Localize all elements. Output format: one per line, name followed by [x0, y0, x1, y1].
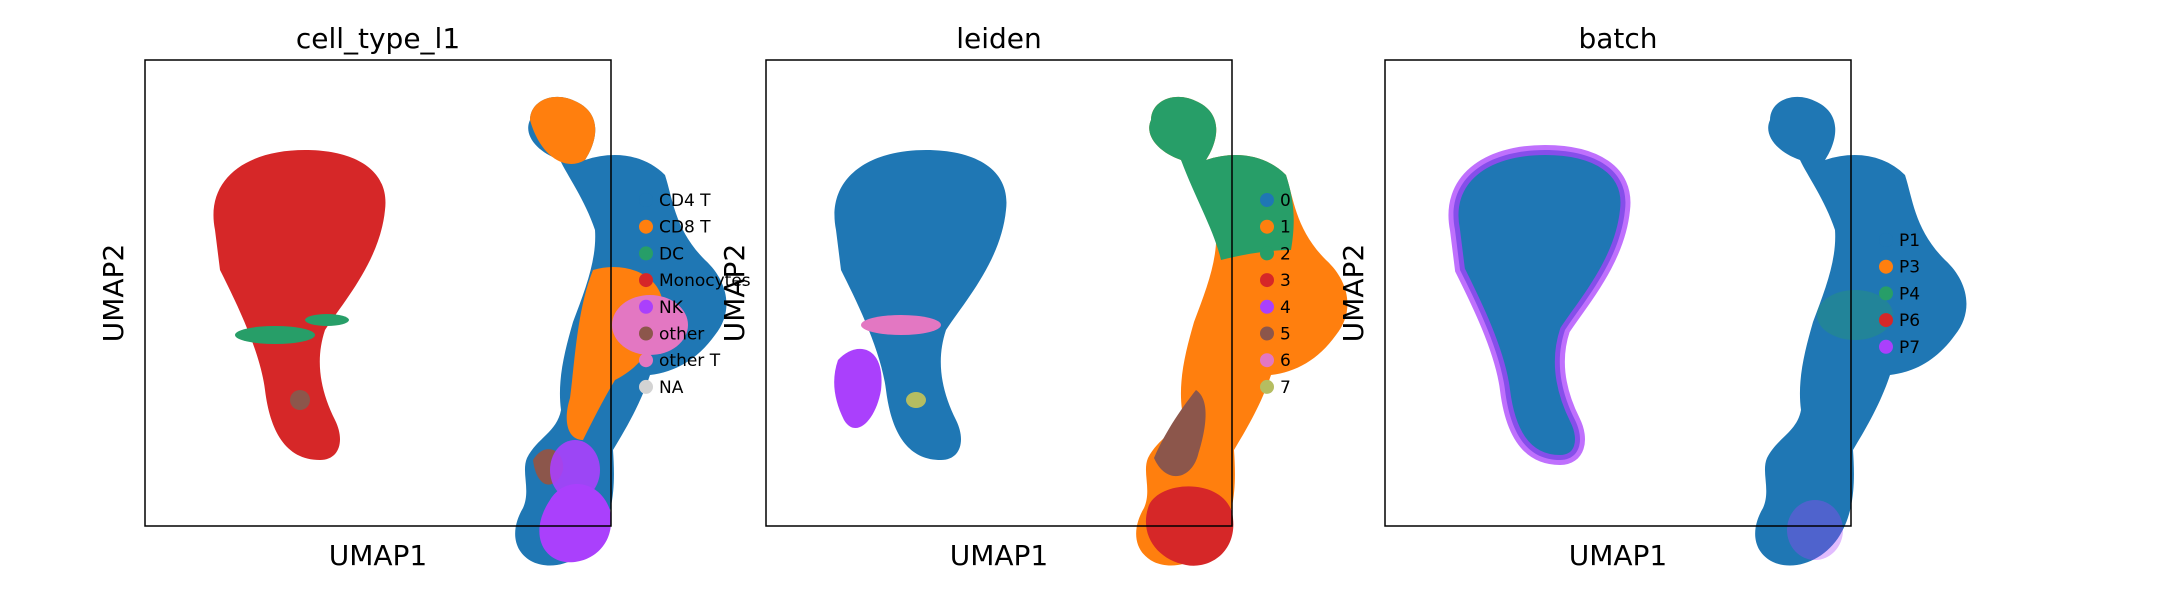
legend-label: NA [659, 378, 684, 398]
legend-label: DC [659, 244, 684, 264]
legend-label: P4 [1899, 284, 1920, 304]
legend: P1 P3 P4 P6 P7 [1879, 231, 1920, 358]
legend-marker [1879, 259, 1893, 274]
y-axis-label: UMAP2 [718, 244, 751, 343]
legend-marker [1260, 299, 1274, 314]
cluster-p4 [1817, 290, 1893, 340]
cluster-7 [906, 392, 926, 408]
scatter-region [213, 96, 727, 566]
legend-marker [1260, 193, 1274, 207]
scatter-region [834, 96, 1348, 566]
legend-marker [1879, 339, 1893, 354]
legend-marker [639, 353, 653, 368]
y-axis-label: UMAP2 [1337, 244, 1370, 343]
legend-marker [639, 299, 653, 314]
cluster-dc-tail [305, 314, 349, 326]
cluster-monocytes [213, 150, 386, 460]
legend-label: NK [659, 298, 684, 318]
legend-label: 3 [1280, 271, 1291, 291]
legend-marker [1879, 286, 1893, 301]
panel-title: batch [1578, 22, 1657, 55]
legend-marker [639, 193, 653, 207]
legend-marker [1260, 246, 1274, 261]
legend-marker [1879, 233, 1893, 247]
legend-label: CD4 T [659, 191, 711, 211]
legend-label: 7 [1280, 378, 1291, 398]
panel-leiden: leiden UMAP1 UMAP2 0 1 2 3 4 5 6 7 [718, 22, 1348, 572]
cluster-5 [1154, 390, 1206, 477]
legend-label: 4 [1280, 298, 1291, 318]
legend-marker [639, 379, 653, 394]
legend-label: P1 [1899, 231, 1920, 251]
panel-title: leiden [956, 22, 1042, 55]
legend-marker [1260, 219, 1274, 234]
panel-batch: batch UMAP1 UMAP2 P1 P3 P4 P6 P7 [1337, 22, 1967, 572]
legend-marker [1260, 379, 1274, 394]
cluster-cd8-top [530, 96, 596, 164]
panel-cell-type-l1: cell_type_l1 UMAP1 UMAP2 CD4 T CD8 T DC Mon… [97, 22, 751, 572]
legend-label: 6 [1280, 351, 1291, 371]
cluster-6 [861, 315, 941, 335]
cluster-p7-right [1787, 500, 1843, 560]
legend-marker [1260, 326, 1274, 341]
legend-label: other [659, 325, 704, 345]
legend-marker [1260, 273, 1274, 288]
axes-frame [1384, 59, 1852, 527]
axes-frame [144, 59, 612, 527]
cluster-nk [539, 483, 612, 563]
panel-title: cell_type_l1 [296, 22, 460, 55]
legend-label: P3 [1899, 258, 1920, 278]
cluster-2 [1149, 96, 1294, 260]
legend-label: P7 [1899, 338, 1920, 358]
cluster-dc [235, 326, 315, 344]
legend-marker [1260, 353, 1274, 368]
legend-label: 5 [1280, 325, 1291, 345]
legend-marker [639, 273, 653, 288]
cluster-other-small [290, 390, 310, 410]
x-axis-label: UMAP1 [329, 539, 428, 572]
legend-label: Monocytes [659, 271, 751, 291]
cluster-other-t [612, 295, 688, 355]
scatter-region [1453, 96, 1967, 566]
legend-marker [639, 326, 653, 341]
legend-label: 1 [1280, 218, 1291, 238]
cluster-4 [834, 348, 882, 429]
legend-label: P6 [1899, 311, 1920, 331]
legend: CD4 T CD8 T DC Monocytes NK other other T NA [639, 191, 751, 398]
legend-label: 2 [1280, 244, 1291, 264]
axes-frame [765, 59, 1233, 527]
legend-label: 0 [1280, 191, 1291, 211]
x-axis-label: UMAP1 [1569, 539, 1668, 572]
x-axis-label: UMAP1 [950, 539, 1049, 572]
y-axis-label: UMAP2 [97, 244, 130, 343]
legend-label: other T [659, 351, 721, 371]
legend: 0 1 2 3 4 5 6 7 [1260, 191, 1291, 398]
legend-marker [639, 219, 653, 234]
legend-marker [1879, 313, 1893, 328]
legend-marker [639, 246, 653, 261]
legend-label: CD8 T [659, 218, 711, 238]
